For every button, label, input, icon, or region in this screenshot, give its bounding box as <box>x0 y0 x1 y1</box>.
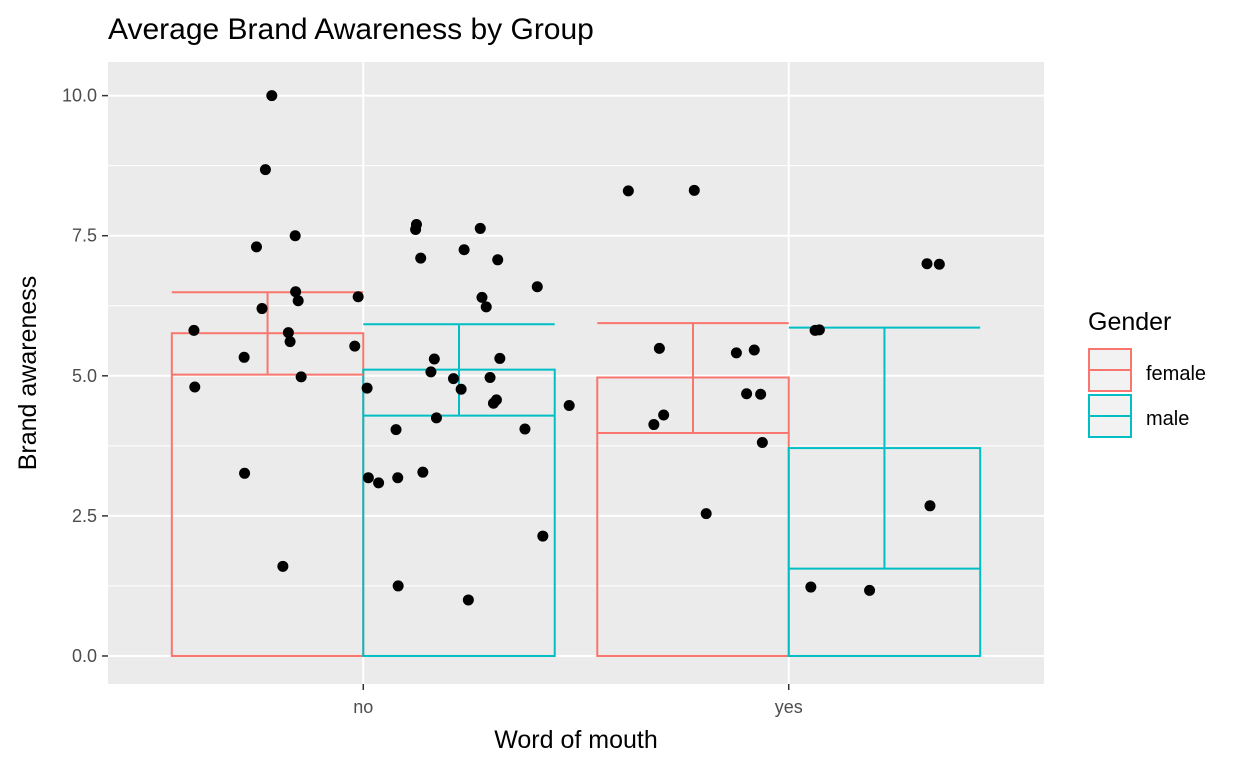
axes: 0.0 2.5 5.0 7.5 10.0 no yes <box>62 86 803 717</box>
y-axis-title: Brand awareness <box>14 276 42 471</box>
data-point <box>531 281 543 293</box>
data-point <box>474 222 486 234</box>
data-point <box>476 291 488 303</box>
data-point <box>238 351 250 363</box>
x-tick-label: yes <box>775 697 803 717</box>
legend-label-male: male <box>1146 408 1189 430</box>
data-point <box>537 530 549 542</box>
data-point <box>741 388 753 400</box>
data-point <box>809 324 821 336</box>
data-point <box>653 342 665 354</box>
data-point <box>933 258 945 270</box>
data-point <box>392 580 404 592</box>
data-point <box>415 252 427 264</box>
y-tick-label: 0.0 <box>72 646 97 666</box>
data-point <box>373 477 385 489</box>
data-point <box>284 336 296 348</box>
data-point <box>239 467 251 479</box>
data-point <box>292 295 304 307</box>
data-point <box>295 371 307 383</box>
data-point <box>290 286 302 298</box>
data-point <box>805 581 817 593</box>
errorbar-male-no <box>363 323 555 417</box>
chart-title: Average Brand Awareness by Group <box>108 13 594 46</box>
data-point <box>492 254 504 266</box>
data-point <box>921 258 933 270</box>
data-point <box>864 584 876 596</box>
data-point <box>730 347 742 359</box>
data-point <box>188 324 200 336</box>
errorbar-female-no <box>171 291 364 376</box>
data-point <box>189 381 201 393</box>
data-point <box>756 436 768 448</box>
data-point <box>622 185 634 197</box>
data-point <box>748 344 760 356</box>
errorbar-female-yes <box>597 322 789 434</box>
data-point <box>259 164 271 176</box>
legend-keys <box>1088 348 1132 438</box>
data-point <box>563 400 575 412</box>
y-tick-label: 2.5 <box>72 506 97 526</box>
data-point <box>480 301 492 313</box>
data-point <box>755 388 767 400</box>
legend-label-female: female <box>1146 363 1206 385</box>
data-point <box>658 409 670 421</box>
data-point <box>289 230 301 242</box>
y-tick-label: 7.5 <box>72 226 97 246</box>
data-point <box>250 241 262 253</box>
data-point <box>430 412 442 424</box>
data-point <box>266 90 278 102</box>
data-point <box>648 419 660 431</box>
data-point <box>349 340 361 352</box>
data-point <box>447 373 459 385</box>
legend-key-female <box>1088 348 1132 392</box>
legend-title: Gender <box>1088 308 1171 336</box>
jitter-points <box>188 90 945 606</box>
y-tick-label: 10.0 <box>62 86 97 106</box>
data-point <box>688 184 700 196</box>
legend: Gender female male <box>1088 308 1206 438</box>
data-point <box>428 353 440 365</box>
data-point <box>519 423 531 435</box>
data-point <box>455 383 467 395</box>
data-point <box>362 472 374 484</box>
data-point <box>924 500 936 512</box>
data-point <box>392 472 404 484</box>
data-point <box>484 371 496 383</box>
data-point <box>390 424 402 436</box>
data-point <box>410 219 422 231</box>
data-point <box>352 291 364 303</box>
data-point <box>417 466 429 478</box>
data-point <box>425 366 437 378</box>
data-point <box>490 394 502 406</box>
plot-panel <box>108 62 1044 684</box>
data-point <box>361 382 373 394</box>
data-point <box>494 352 506 364</box>
error-bars <box>171 291 981 570</box>
data-point <box>700 508 712 520</box>
y-tick-label: 5.0 <box>72 366 97 386</box>
legend-key-male <box>1088 394 1132 438</box>
data-point <box>277 560 289 572</box>
x-tick-label: no <box>353 697 373 717</box>
data-point <box>462 594 474 606</box>
data-point <box>256 303 268 315</box>
data-point <box>458 244 470 256</box>
data-point <box>282 327 294 339</box>
x-axis-title: Word of mouth <box>494 726 658 754</box>
